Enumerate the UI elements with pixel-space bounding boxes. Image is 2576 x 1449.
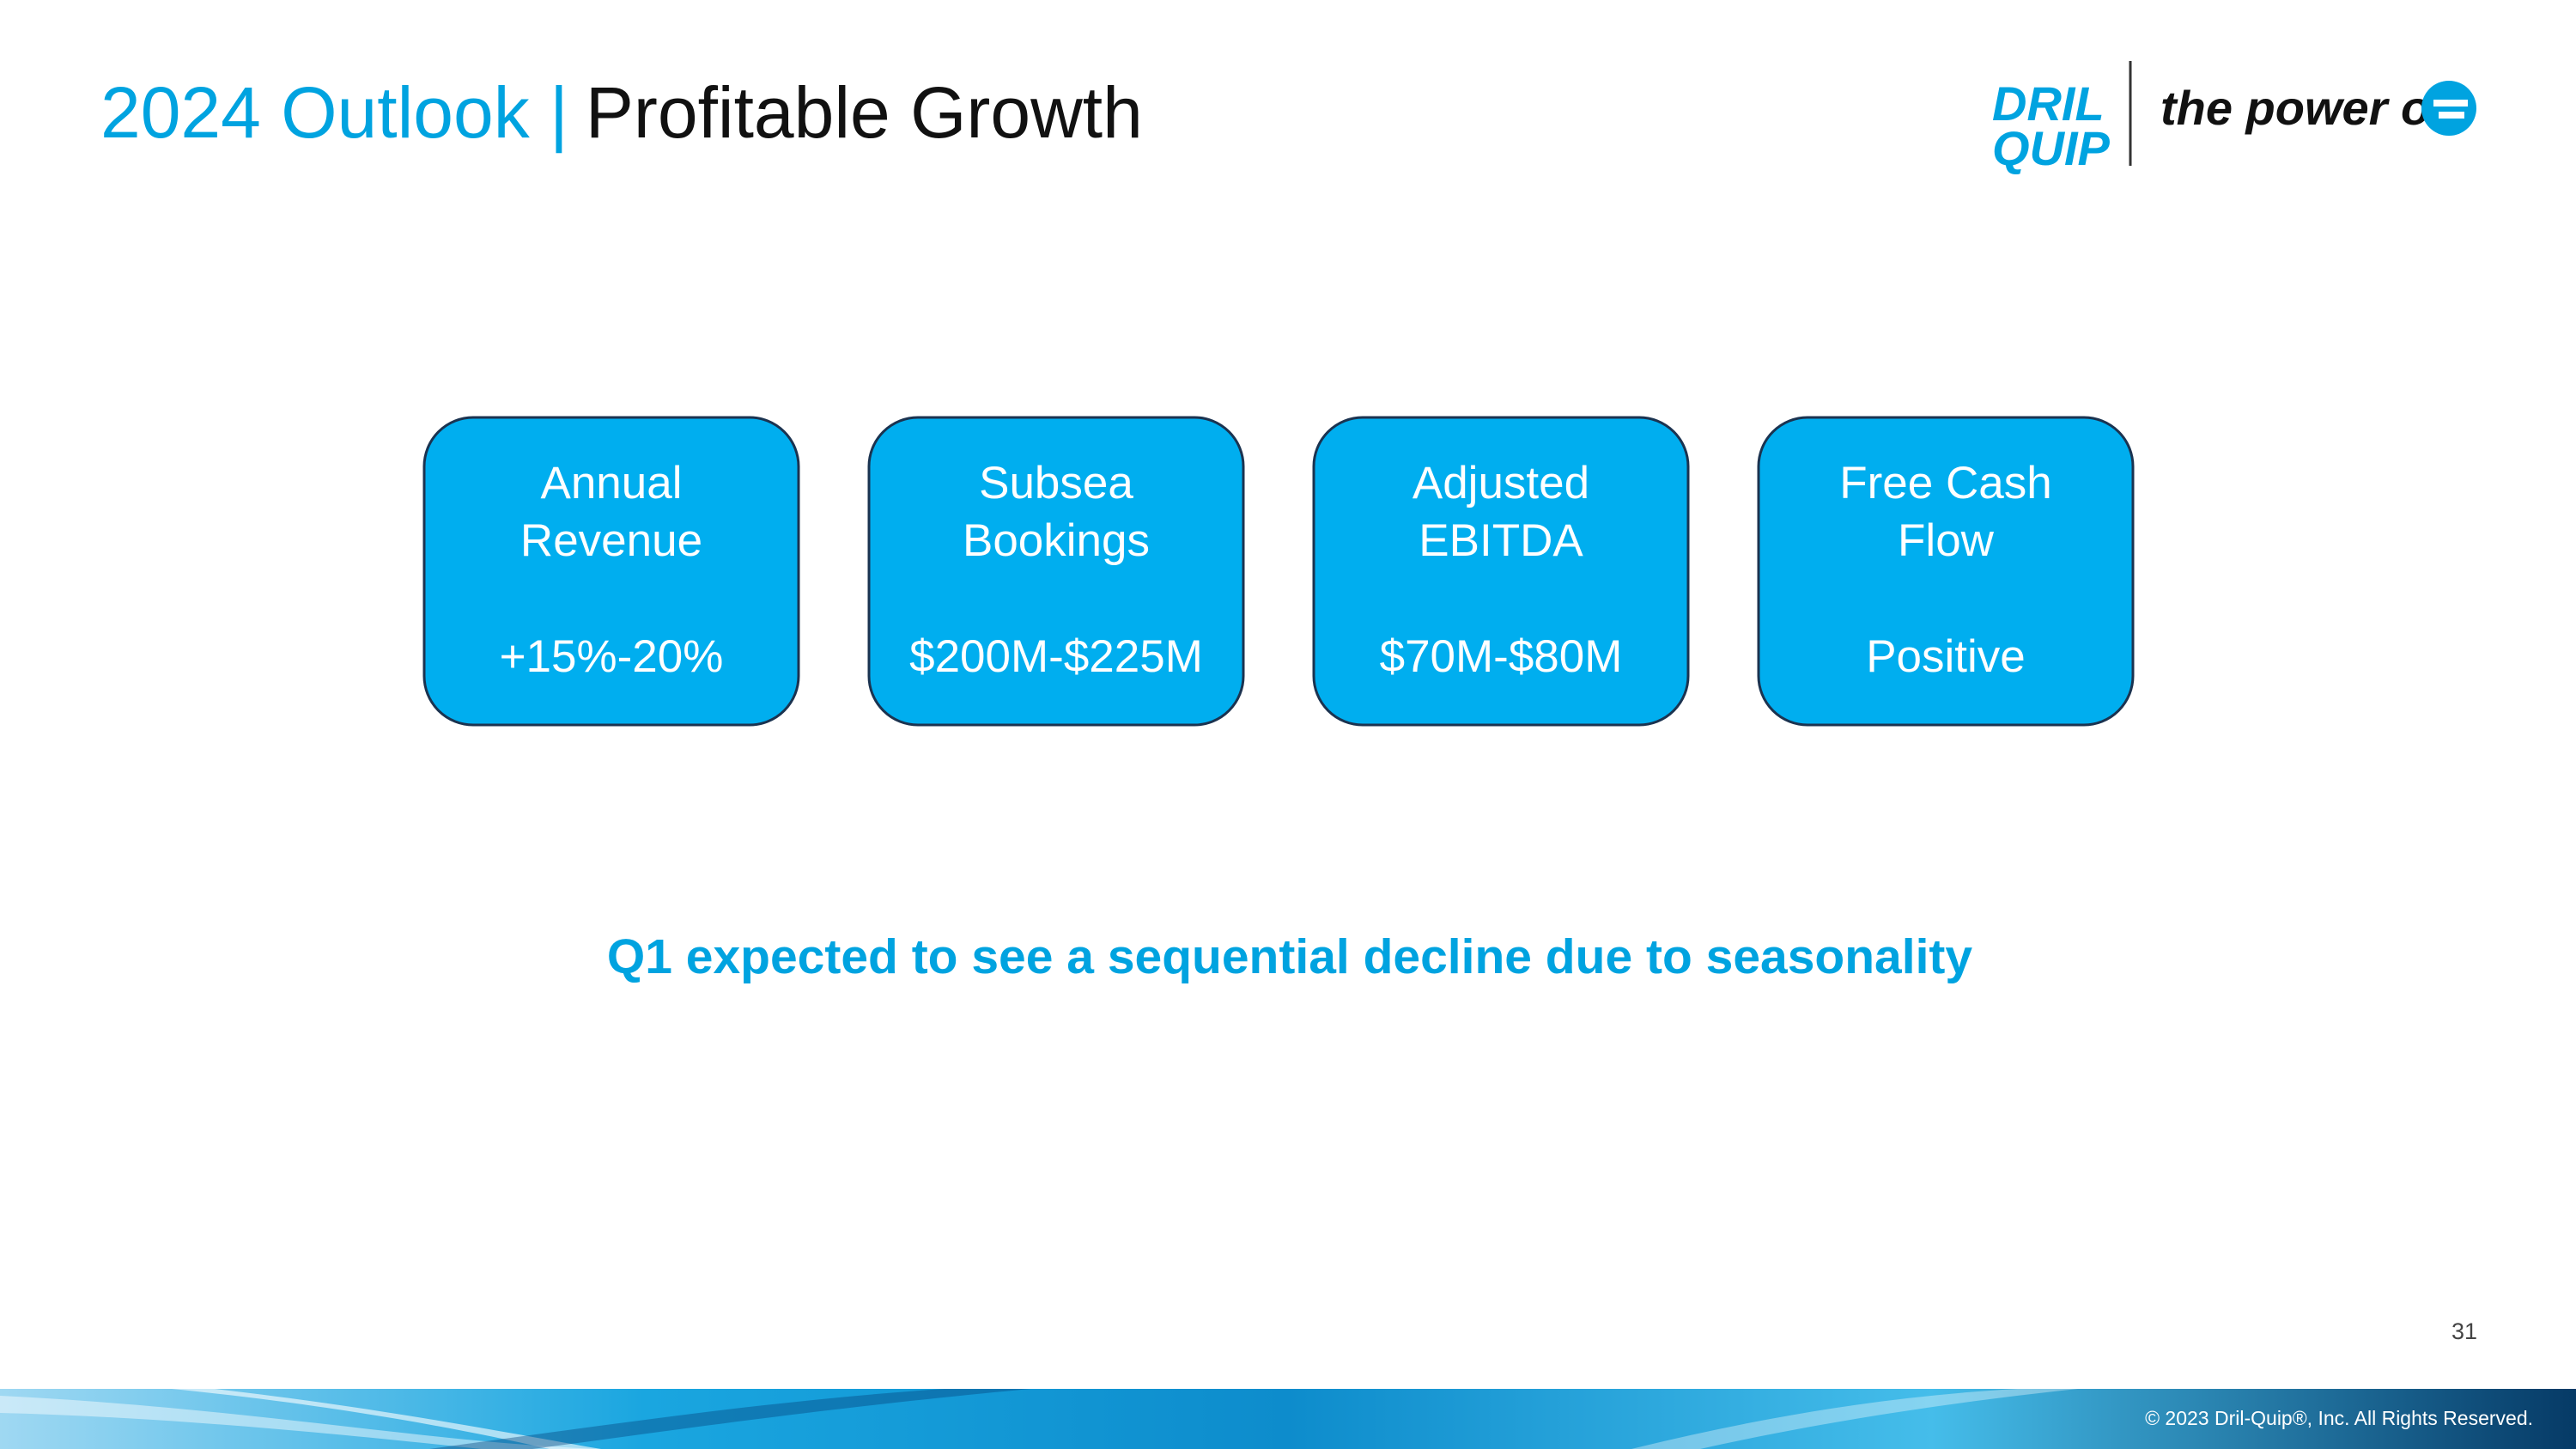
box-shape (1312, 416, 1690, 727)
box-title: Flow (1898, 515, 1995, 566)
box-value: $200M-$225M (909, 631, 1203, 682)
box-title: Free Cash (1839, 458, 2051, 508)
logo: DRIL QUIP the power of (1992, 61, 2476, 175)
box-value: +15%-20% (500, 631, 724, 682)
footer-band: © 2023 Dril-Quip®, Inc. All Rights Reser… (0, 1389, 2576, 1449)
box-title: Annual (540, 458, 682, 508)
logo-icon (2421, 81, 2476, 136)
box-shape (422, 416, 800, 727)
box-title: Subsea (979, 458, 1133, 508)
title-lead: 2024 Outlook | (100, 72, 568, 153)
wave (1631, 1389, 2078, 1449)
wave (172, 1389, 601, 1449)
box-title: EBITDA (1419, 515, 1583, 566)
metric-box: Annual Revenue +15%-20% (422, 416, 800, 727)
wave (429, 1389, 1030, 1449)
logo-brand-bottom: QUIP (1992, 121, 2111, 175)
wave (0, 1396, 601, 1449)
box-title: Adjusted (1413, 458, 1589, 508)
note: Q1 expected to see a sequential decline … (607, 929, 1973, 984)
page-number: 31 (2451, 1318, 2477, 1344)
metric-box: Subsea Bookings $200M-$225M (867, 416, 1245, 727)
metric-box: Free Cash Flow Positive (1757, 416, 2135, 727)
logo-brand-top: DRIL (1992, 76, 2105, 131)
slide-title: 2024 Outlook | Profitable Growth (100, 72, 1143, 153)
logo-tagline: the power of (2160, 81, 2451, 135)
logo-icon-lines (2433, 100, 2468, 119)
box-value: Positive (1866, 631, 2026, 682)
title-main: Profitable Growth (586, 72, 1143, 153)
box-title: Bookings (963, 515, 1150, 566)
box-shape (1757, 416, 2135, 727)
metric-box: Adjusted EBITDA $70M-$80M (1312, 416, 1690, 727)
box-title: Revenue (520, 515, 702, 566)
metric-boxes: Annual Revenue +15%-20% Subsea Bookings $200M… (422, 416, 2135, 727)
box-shape (867, 416, 1245, 727)
copyright: © 2023 Dril-Quip®, Inc. All Rights Reser… (2145, 1407, 2533, 1429)
band (0, 1389, 2576, 1449)
box-value: $70M-$80M (1380, 631, 1623, 682)
